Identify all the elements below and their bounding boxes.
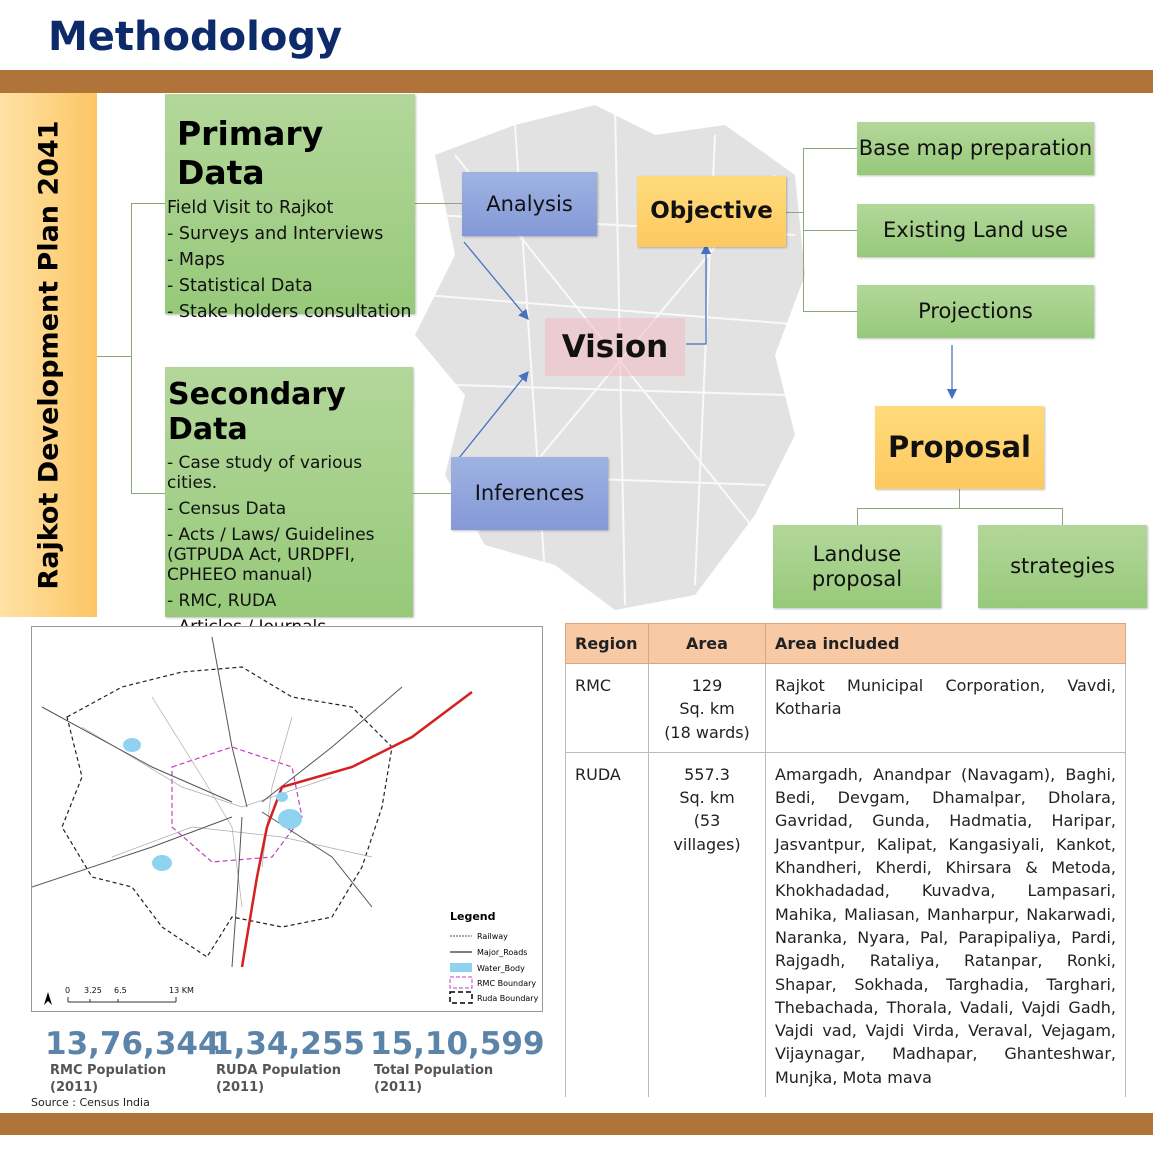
strategies-box: strategies: [978, 525, 1147, 608]
connector: [97, 356, 132, 357]
list-item: - Surveys and Interviews: [167, 224, 384, 244]
connector: [413, 493, 451, 494]
existing-land-use-box: Existing Land use: [857, 204, 1094, 257]
objective-box: Objective: [637, 176, 786, 247]
connector: [131, 203, 132, 493]
stat-year: (2011): [216, 1080, 265, 1095]
list-item: - RMC, RUDA: [167, 591, 277, 611]
stat-label: RMC Population: [50, 1063, 167, 1078]
list-item: - Statistical Data: [167, 276, 313, 296]
projections-box: Projections: [857, 285, 1094, 338]
connector: [857, 508, 858, 525]
connector: [1062, 508, 1063, 525]
stat-label: Total Population: [374, 1063, 494, 1078]
column-header: Area included: [765, 623, 1126, 664]
secondary-data-heading: Secondary Data: [168, 377, 346, 447]
base-map-box: Base map preparation: [857, 122, 1094, 175]
svg-text:Railway: Railway: [477, 932, 508, 941]
vision-box: Vision: [545, 318, 685, 376]
svg-text:Major_Roads: Major_Roads: [477, 948, 527, 957]
connector: [415, 203, 462, 204]
list-item: - Acts / Laws/ Guidelines (GTPUDA Act, U…: [167, 525, 375, 585]
stat-year: (2011): [374, 1080, 423, 1095]
plan-title-banner: Rajkot Development Plan 2041: [0, 93, 97, 617]
table-row: RUDA 557.3 Sq. km (53 villages) Amargadh, …: [565, 752, 1126, 1098]
list-item: Field Visit to Rajkot: [167, 198, 334, 218]
scale-bar: 0 3.25 6.5 13 KM: [65, 986, 194, 1003]
region-cell: RUDA: [565, 752, 649, 1098]
secondary-data-box: Secondary Data - Case study of various c…: [165, 367, 413, 637]
svg-text:13 KM: 13 KM: [169, 986, 194, 995]
rajkot-region-map: 0 3.25 6.5 13 KM Legend Railway Major_Road…: [31, 626, 543, 1012]
stat-value: 1,34,255: [212, 1026, 365, 1062]
flow-arrows: [450, 241, 958, 469]
area-cell: 129 Sq. km (18 wards): [648, 663, 766, 753]
list-item: - Case study of various cities.: [167, 453, 363, 493]
table-header-row: Region Area Area included: [565, 623, 1126, 664]
stat-value: 13,76,344: [45, 1026, 220, 1062]
connector: [803, 230, 857, 231]
connector: [131, 203, 165, 204]
map-legend: Legend Railway Major_Roads Water_Body RM…: [449, 910, 539, 1004]
connector: [131, 493, 165, 494]
connector: [803, 148, 857, 149]
stat-value: 15,10,599: [370, 1026, 545, 1062]
area-cell: 557.3 Sq. km (53 villages): [648, 752, 766, 1098]
connector: [786, 212, 804, 213]
source-note: Source : Census India: [31, 1096, 150, 1109]
list-item: - Maps: [167, 250, 225, 270]
svg-text:3.25: 3.25: [84, 986, 102, 995]
page-title: Methodology: [48, 14, 343, 60]
column-header: Area: [648, 623, 766, 664]
region-area-table: Region Area Area included RMC 129 Sq. km(…: [565, 623, 1126, 1098]
connector: [857, 508, 1063, 509]
stat-rmc-population: 13,76,344 RMC Population (2011): [45, 1026, 220, 1096]
primary-data-heading: Primary Data: [177, 114, 324, 192]
bottom-divider-bar: [0, 1113, 1153, 1135]
inferences-box: Inferences: [451, 457, 608, 530]
svg-text:RMC Boundary: RMC Boundary: [477, 979, 536, 988]
stat-total-population: 15,10,599 Total Population (2011): [370, 1026, 545, 1096]
region-cell: RMC: [565, 663, 649, 753]
stat-year: (2011): [50, 1080, 99, 1095]
list-item: - Stake holders consultation: [167, 302, 412, 322]
svg-text:Ruda Boundary: Ruda Boundary: [477, 994, 539, 1003]
stat-ruda-population: 1,34,255 RUDA Population (2011): [212, 1026, 365, 1096]
map-drawing: 0 3.25 6.5 13 KM Legend Railway Major_Road…: [31, 636, 539, 1005]
column-header: Region: [565, 623, 649, 664]
north-arrow: [44, 992, 52, 1005]
analysis-box: Analysis: [462, 172, 597, 236]
svg-text:Legend: Legend: [450, 910, 496, 923]
landuse-proposal-box: Landuse proposal: [773, 525, 941, 608]
connector: [803, 311, 857, 312]
svg-text:Water_Body: Water_Body: [477, 964, 525, 973]
svg-text:0: 0: [65, 986, 70, 995]
proposal-box: Proposal: [875, 406, 1044, 489]
top-divider-bar: [0, 70, 1153, 93]
area-included-cell: Amargadh, Anandpar (Navagam), Baghi, Bed…: [765, 752, 1126, 1098]
table-row: RMC 129 Sq. km (18 wards) Rajkot Municipal…: [565, 663, 1126, 753]
stat-label: RUDA Population: [216, 1063, 342, 1078]
connector: [959, 489, 960, 509]
svg-text:6.5: 6.5: [114, 986, 127, 995]
list-item: - Census Data: [167, 499, 287, 519]
primary-data-box: Primary Data Field Visit to Rajkot - Sur…: [165, 94, 415, 322]
area-included-cell: Rajkot Municipal Corporation, Vavdi, Kot…: [765, 663, 1126, 753]
